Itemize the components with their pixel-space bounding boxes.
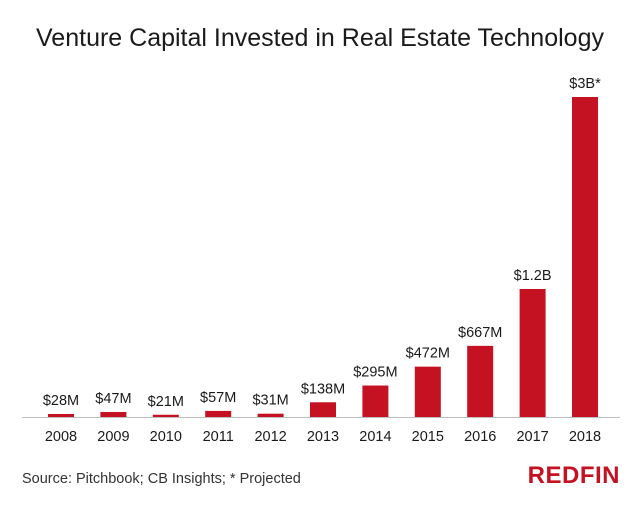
x-tick-label-2011: 2011	[203, 429, 234, 445]
data-label-2017: $1.2B	[514, 268, 552, 284]
bar-2008	[48, 414, 74, 417]
chart-title: Venture Capital Invested in Real Estate …	[36, 24, 604, 52]
bar-2015	[414, 366, 441, 417]
bar-2010	[152, 414, 179, 417]
data-label-2008: $28M	[43, 393, 79, 409]
data-label-2014: $295M	[353, 365, 397, 381]
bar-2011	[205, 410, 232, 417]
bar-2017	[519, 289, 546, 417]
x-tick-label-2010: 2010	[150, 429, 182, 445]
data-label-2016: $667M	[458, 325, 502, 341]
redfin-logo: REDFIN	[527, 462, 620, 489]
x-tick-label-2012: 2012	[254, 429, 286, 445]
x-tick-label-2015: 2015	[412, 429, 444, 445]
data-label-2018: $3B*	[569, 76, 601, 92]
data-label-2012: $31M	[252, 393, 288, 409]
data-label-2010: $21M	[148, 394, 184, 410]
source-note: Source: Pitchbook; CB Insights; * Projec…	[22, 471, 301, 487]
bar-2016	[467, 345, 494, 417]
data-label-2015: $472M	[406, 346, 450, 362]
x-tick-label-2017: 2017	[516, 429, 548, 445]
data-label-2013: $138M	[301, 381, 345, 397]
bar-2013	[310, 402, 336, 417]
data-label-2009: $47M	[95, 391, 131, 407]
x-tick-label-2009: 2009	[97, 429, 129, 445]
x-tick-label-2014: 2014	[359, 429, 391, 445]
x-tick-label-2008: 2008	[45, 429, 77, 445]
x-tick-label-2013: 2013	[307, 429, 339, 445]
bar-2012	[257, 413, 284, 417]
x-tick-label-2016: 2016	[464, 429, 496, 445]
bar-2018	[572, 97, 598, 417]
bar-2009	[100, 411, 127, 417]
data-label-2011: $57M	[200, 390, 236, 406]
bar-2014	[362, 385, 389, 417]
x-tick-label-2018: 2018	[569, 429, 601, 445]
